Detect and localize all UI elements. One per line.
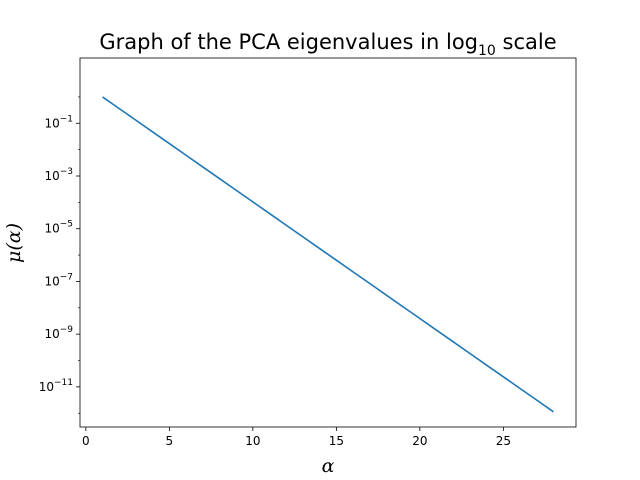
y-axis-label: μ(α) bbox=[3, 223, 25, 263]
x-tick-label: 15 bbox=[329, 434, 344, 448]
plot-frame bbox=[79, 57, 577, 428]
y-tick-label: 10−7 bbox=[44, 272, 73, 288]
x-tick-label: 20 bbox=[412, 434, 427, 448]
y-tick-label: 10−9 bbox=[44, 325, 73, 341]
y-tick-label: 10−5 bbox=[44, 220, 73, 236]
x-tick-label: 25 bbox=[496, 434, 511, 448]
x-tick-label: 0 bbox=[82, 434, 90, 448]
y-tick-label: 10−1 bbox=[44, 114, 73, 130]
x-axis-label: α bbox=[322, 455, 335, 477]
chart-title: Graph of the PCA eigenvalues in log10 sc… bbox=[99, 30, 556, 59]
x-tick-label: 5 bbox=[166, 434, 174, 448]
y-tick-label: 10−3 bbox=[44, 167, 73, 183]
y-tick-label: 10−11 bbox=[39, 378, 73, 394]
x-tick-label: 10 bbox=[245, 434, 260, 448]
series-line-0 bbox=[102, 96, 554, 413]
